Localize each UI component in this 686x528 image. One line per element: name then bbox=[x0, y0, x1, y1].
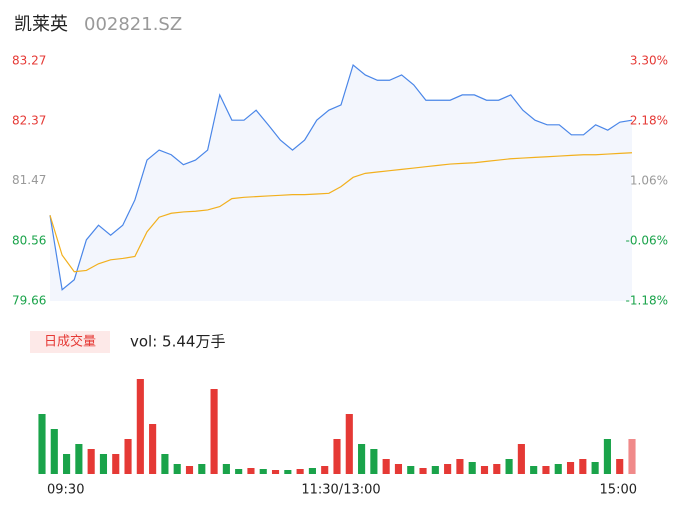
volume-bar bbox=[112, 454, 120, 474]
volume-bar bbox=[407, 466, 415, 474]
volume-bar bbox=[210, 389, 218, 474]
volume-bar bbox=[99, 454, 108, 474]
y2-tick-label: 3.30% bbox=[630, 54, 668, 68]
volume-bar bbox=[173, 464, 181, 474]
volume-bar bbox=[333, 439, 341, 474]
volume-bar bbox=[493, 464, 501, 474]
volume-bar bbox=[579, 459, 587, 474]
volume-bar bbox=[63, 454, 71, 474]
y-tick-label: 79.66 bbox=[12, 294, 46, 308]
volume-bar bbox=[161, 454, 169, 474]
volume-bar bbox=[603, 439, 611, 474]
volume-bar bbox=[149, 424, 157, 474]
volume-bar bbox=[321, 466, 329, 474]
volume-bar bbox=[358, 444, 366, 474]
volume-bar bbox=[616, 459, 624, 474]
stock-name: 凯莱英 bbox=[14, 14, 68, 35]
volume-bar bbox=[530, 466, 538, 474]
y2-tick-label: 1.06% bbox=[630, 174, 668, 188]
volume-bar bbox=[456, 459, 464, 474]
y2-tick-label: 2.18% bbox=[630, 114, 668, 128]
volume-bar bbox=[444, 464, 452, 474]
volume-bar bbox=[505, 459, 513, 474]
volume-bar bbox=[542, 466, 550, 474]
volume-bar bbox=[235, 469, 243, 474]
volume-bar bbox=[136, 379, 144, 474]
price-line bbox=[49, 63, 633, 291]
volume-bar bbox=[480, 466, 489, 474]
volume-bar bbox=[345, 414, 353, 474]
volume-bar bbox=[124, 439, 132, 474]
volume-bar bbox=[591, 462, 599, 474]
volume-summary: vol: 5.44万手 bbox=[130, 333, 225, 351]
volume-bar bbox=[468, 462, 476, 474]
volume-bar bbox=[431, 466, 439, 474]
stock-code: 002821.SZ bbox=[84, 14, 182, 35]
volume-bar bbox=[554, 464, 562, 474]
volume-bar bbox=[185, 466, 194, 474]
volume-bar bbox=[247, 468, 255, 474]
x-tick-label: 09:30 bbox=[47, 483, 84, 498]
volume-bar bbox=[370, 449, 378, 474]
volume-bar bbox=[284, 470, 292, 474]
y-tick-label: 83.27 bbox=[12, 54, 46, 68]
x-tick-label: 11:30/13:00 bbox=[301, 483, 380, 498]
volume-bar bbox=[198, 464, 206, 474]
y-tick-label: 82.37 bbox=[12, 113, 46, 127]
volume-bar bbox=[259, 469, 267, 474]
volume-bar bbox=[271, 470, 280, 474]
volume-bar bbox=[87, 449, 95, 474]
volume-bar bbox=[296, 469, 304, 474]
volume-bar bbox=[222, 464, 230, 474]
volume-bar bbox=[38, 414, 46, 474]
price-area bbox=[50, 64, 632, 301]
y-tick-label: 81.47 bbox=[12, 173, 46, 187]
volume-tab bbox=[30, 331, 110, 353]
volume-bar bbox=[382, 459, 390, 474]
y2-tick-label: -0.06% bbox=[626, 234, 668, 248]
y-tick-label: 80.56 bbox=[12, 234, 46, 248]
volume-bar bbox=[517, 444, 525, 474]
y2-tick-label: -1.18% bbox=[626, 294, 668, 308]
volume-bar bbox=[308, 468, 316, 474]
volume-tab-label: 日成交量 bbox=[44, 334, 96, 350]
volume-bar bbox=[419, 468, 427, 474]
average-line bbox=[49, 152, 633, 273]
volume-bar bbox=[50, 429, 58, 474]
volume-bar bbox=[75, 444, 83, 474]
volume-bar bbox=[566, 462, 575, 474]
x-tick-label: 15:00 bbox=[600, 483, 637, 498]
volume-bar bbox=[628, 439, 636, 474]
volume-bar bbox=[394, 464, 403, 474]
